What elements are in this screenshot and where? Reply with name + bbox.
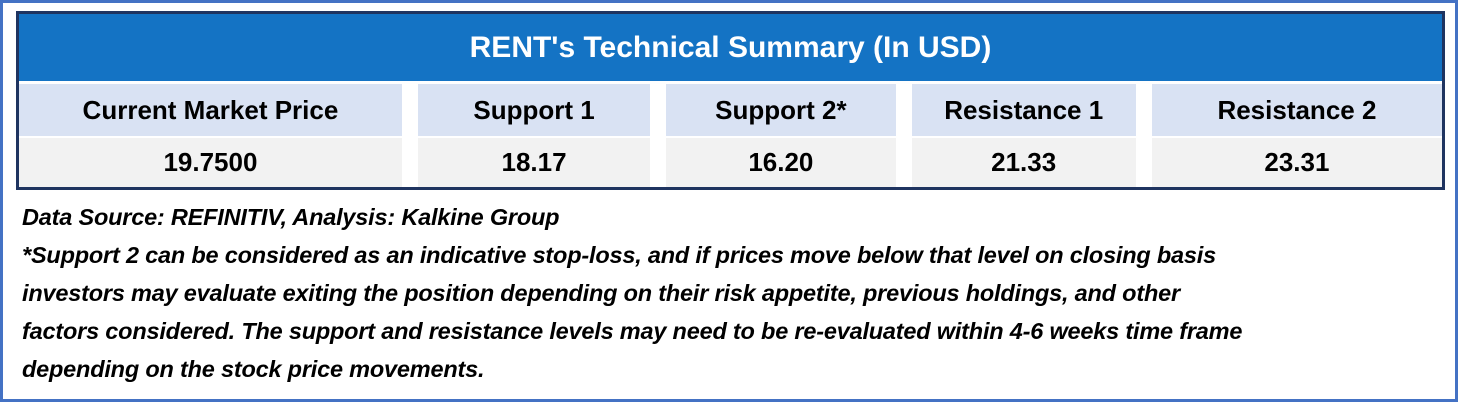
header-cell-resistance-1: Resistance 1	[911, 84, 1136, 136]
footnote-line-4: depending on the stock price movements.	[22, 356, 485, 382]
technical-summary-table: RENT's Technical Summary (In USD) Curren…	[16, 11, 1445, 190]
header-cell-current-market-price: Current Market Price	[19, 84, 402, 136]
column-resistance-2: Resistance 2 23.31	[1151, 84, 1442, 187]
table-title-bar: RENT's Technical Summary (In USD)	[19, 14, 1442, 81]
footnote-line-3: factors considered. The support and resi…	[22, 318, 1243, 344]
footnote-line-2: investors may evaluate exiting the posit…	[22, 280, 1180, 306]
value-cell-resistance-1: 21.33	[911, 138, 1136, 187]
table-grid: Current Market Price 19.7500 Support 1 1…	[19, 81, 1442, 187]
value-cell-current-market-price: 19.7500	[19, 138, 402, 187]
footnote-block: Data Source: REFINITIV, Analysis: Kalkin…	[3, 190, 1455, 388]
value-cell-resistance-2: 23.31	[1151, 138, 1442, 187]
column-support-2: Support 2* 16.20	[666, 84, 896, 187]
footnote-line-1: *Support 2 can be considered as an indic…	[22, 242, 1216, 268]
header-cell-resistance-2: Resistance 2	[1151, 84, 1442, 136]
table-title: RENT's Technical Summary (In USD)	[469, 30, 992, 64]
column-current-market-price: Current Market Price 19.7500	[19, 84, 402, 187]
header-cell-support-2: Support 2*	[666, 84, 896, 136]
header-cell-support-1: Support 1	[417, 84, 651, 136]
data-source-line: Data Source: REFINITIV, Analysis: Kalkin…	[22, 204, 560, 230]
value-cell-support-1: 18.17	[417, 138, 651, 187]
column-support-1: Support 1 18.17	[417, 84, 651, 187]
column-resistance-1: Resistance 1 21.33	[911, 84, 1136, 187]
value-cell-support-2: 16.20	[666, 138, 896, 187]
